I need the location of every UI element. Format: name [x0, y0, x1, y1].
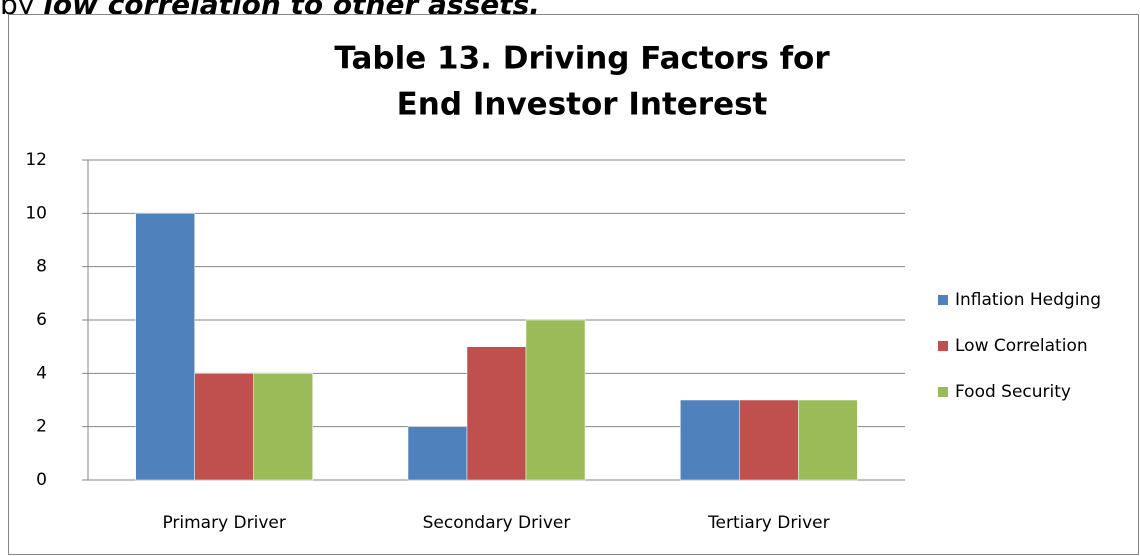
bar: [680, 399, 740, 481]
y-tick-label: 6: [36, 310, 47, 330]
chart-title: End Investor Interest: [397, 87, 768, 123]
bar: [253, 373, 313, 481]
x-tick-label: Secondary Driver: [423, 513, 571, 533]
y-tick-label: 12: [25, 150, 47, 170]
bar: [135, 213, 195, 481]
bar: [739, 399, 799, 481]
x-tick-label: Tertiary Driver: [707, 513, 830, 533]
y-tick-label: 10: [25, 203, 47, 223]
legend-label: Food Security: [955, 382, 1071, 402]
bar: [798, 399, 858, 481]
bar: [407, 426, 468, 481]
bar: [466, 346, 527, 481]
y-tick-label: 0: [36, 470, 47, 490]
x-tick-label: Primary Driver: [162, 513, 285, 533]
y-tick-label: 8: [36, 257, 47, 277]
y-tick-label: 4: [36, 363, 47, 383]
legend-label: Inflation Hedging: [955, 290, 1101, 310]
legend-label: Low Correlation: [955, 336, 1088, 356]
legend-swatch: [938, 387, 948, 397]
y-tick-label: 2: [36, 417, 47, 437]
bar: [194, 373, 254, 481]
legend-swatch: [938, 295, 948, 305]
chart-title: Table 13. Driving Factors for: [334, 41, 830, 77]
legend-swatch: [938, 341, 948, 351]
bar: [525, 319, 586, 481]
